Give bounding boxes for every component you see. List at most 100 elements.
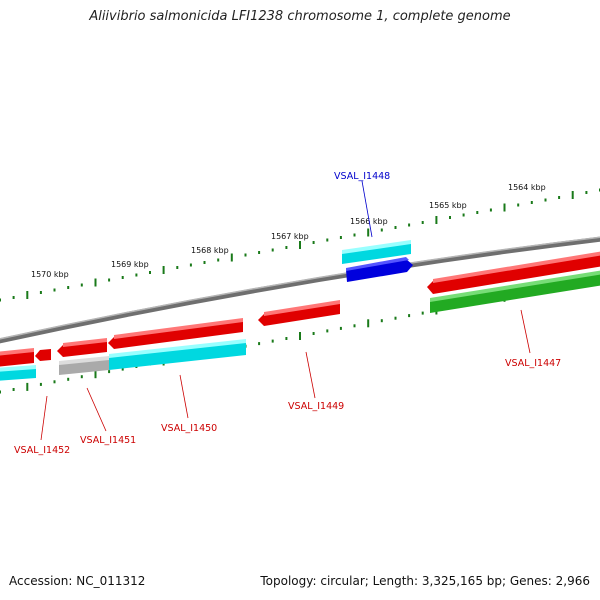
inner-major-tick xyxy=(367,319,370,328)
blue-feature-arrow-top xyxy=(346,257,409,271)
outer-minor-tick xyxy=(67,286,70,289)
outer-tick-row xyxy=(0,188,600,302)
inner-minor-tick xyxy=(108,370,111,374)
gene-label-1452[interactable]: VSAL_I1452 xyxy=(14,445,70,456)
inner-major-tick xyxy=(299,332,301,340)
outer-minor-tick xyxy=(421,221,424,224)
genome-summary-text: Topology: circular; Length: 3,325,165 bp… xyxy=(260,574,590,588)
outer-minor-tick xyxy=(476,211,479,214)
outer-minor-tick xyxy=(339,236,342,239)
gene-bar-1450-top xyxy=(109,339,246,358)
cds-arrow-1447-top xyxy=(433,251,600,283)
gene-bar-gray-top xyxy=(59,356,109,365)
inner-minor-tick xyxy=(80,375,83,379)
inner-minor-tick xyxy=(67,377,70,381)
backbone-highlight xyxy=(0,236,600,340)
outer-minor-tick xyxy=(53,288,56,292)
outer-minor-tick xyxy=(285,246,288,249)
outer-minor-tick xyxy=(80,283,83,287)
inner-major-tick xyxy=(26,382,29,391)
blue-feature-arrow[interactable] xyxy=(346,259,413,282)
gene-bar-1450[interactable] xyxy=(109,341,246,370)
outer-minor-tick xyxy=(489,208,492,212)
cds-arrow-1449-top xyxy=(264,300,340,316)
outer-minor-tick xyxy=(394,226,397,229)
inner-minor-tick xyxy=(285,337,288,340)
inner-minor-tick xyxy=(408,314,411,318)
outer-minor-tick xyxy=(408,223,411,227)
inner-minor-tick xyxy=(53,380,56,384)
cds-arrow-1449[interactable] xyxy=(258,302,340,326)
outer-minor-tick xyxy=(121,276,124,279)
outer-minor-tick xyxy=(203,261,206,264)
outer-major-tick xyxy=(367,228,370,237)
leader-line-1451 xyxy=(86,387,107,432)
inner-major-tick xyxy=(94,370,97,379)
outer-minor-tick xyxy=(326,238,329,242)
outer-major-tick xyxy=(299,241,301,249)
cds-arrow-1451[interactable] xyxy=(35,349,51,361)
outer-minor-tick xyxy=(585,191,588,194)
accession-text: Accession: NC_011312 xyxy=(9,574,146,588)
green-feature-1447-top xyxy=(430,270,600,302)
outer-major-tick xyxy=(162,266,165,274)
inner-minor-tick xyxy=(12,388,15,391)
chart-title: Aliivibrio salmonicida LFI1238 chromosom… xyxy=(89,9,511,24)
outer-minor-tick xyxy=(312,241,315,244)
cds-arrow-1451b-top xyxy=(63,338,107,347)
gene-label-1450[interactable]: VSAL_I1450 xyxy=(161,423,217,434)
outer-minor-tick xyxy=(517,203,520,207)
outer-minor-tick xyxy=(380,228,383,232)
leader-line-1452 xyxy=(40,395,48,441)
outer-minor-tick xyxy=(271,248,274,252)
inner-minor-tick xyxy=(258,342,261,346)
outer-minor-tick xyxy=(189,263,192,267)
inner-minor-tick xyxy=(339,326,342,330)
outer-major-tick xyxy=(503,203,506,212)
cds-arrow-1450[interactable] xyxy=(108,320,243,349)
cds-arrow-1452-top xyxy=(0,348,34,356)
inner-minor-tick xyxy=(421,311,424,315)
outer-major-tick xyxy=(435,216,438,224)
outer-minor-tick xyxy=(135,273,138,277)
inner-minor-tick xyxy=(312,332,315,335)
gene-label-1447[interactable]: VSAL_I1447 xyxy=(505,358,561,369)
gene-bar-left-top xyxy=(0,365,36,372)
cds-arrow-1447[interactable] xyxy=(427,252,600,294)
tick-label-1568: 1568 kbp xyxy=(191,246,229,255)
inner-minor-tick xyxy=(271,339,274,343)
inner-minor-tick xyxy=(353,324,356,328)
inner-minor-tick xyxy=(121,367,124,371)
outer-minor-tick xyxy=(108,278,111,282)
outer-minor-tick xyxy=(530,201,533,204)
gene-bar-1448-top xyxy=(342,240,411,254)
backbone-line xyxy=(0,236,600,344)
outer-minor-tick xyxy=(12,296,15,299)
green-feature-1447[interactable] xyxy=(430,271,600,313)
inner-minor-tick xyxy=(0,390,1,394)
outer-minor-tick xyxy=(0,298,1,302)
outer-major-tick xyxy=(571,191,574,199)
outer-minor-tick xyxy=(244,253,247,257)
outer-minor-tick xyxy=(353,233,356,237)
gene-bar-1448[interactable] xyxy=(342,242,411,264)
gene-label-1451[interactable]: VSAL_I1451 xyxy=(80,435,136,446)
inner-minor-tick xyxy=(326,329,329,333)
outer-minor-tick xyxy=(558,196,561,199)
inner-minor-tick xyxy=(380,319,383,323)
outer-minor-tick xyxy=(217,258,220,262)
outer-minor-tick xyxy=(462,213,465,217)
gene-label-1449[interactable]: VSAL_I1449 xyxy=(288,401,344,412)
outer-major-tick xyxy=(230,253,233,262)
cds-arrow-1451b[interactable] xyxy=(57,340,107,357)
tick-label-1570: 1570 kbp xyxy=(31,270,69,279)
outer-minor-tick xyxy=(149,271,151,274)
gene-label-1448[interactable]: VSAL_I1448 xyxy=(334,171,390,182)
inner-minor-tick xyxy=(39,382,42,386)
leader-line-1448 xyxy=(361,180,373,238)
outer-minor-tick xyxy=(544,198,547,202)
tick-label-1564: 1564 kbp xyxy=(508,183,546,192)
inner-minor-tick xyxy=(394,316,397,320)
outer-major-tick xyxy=(26,291,29,299)
